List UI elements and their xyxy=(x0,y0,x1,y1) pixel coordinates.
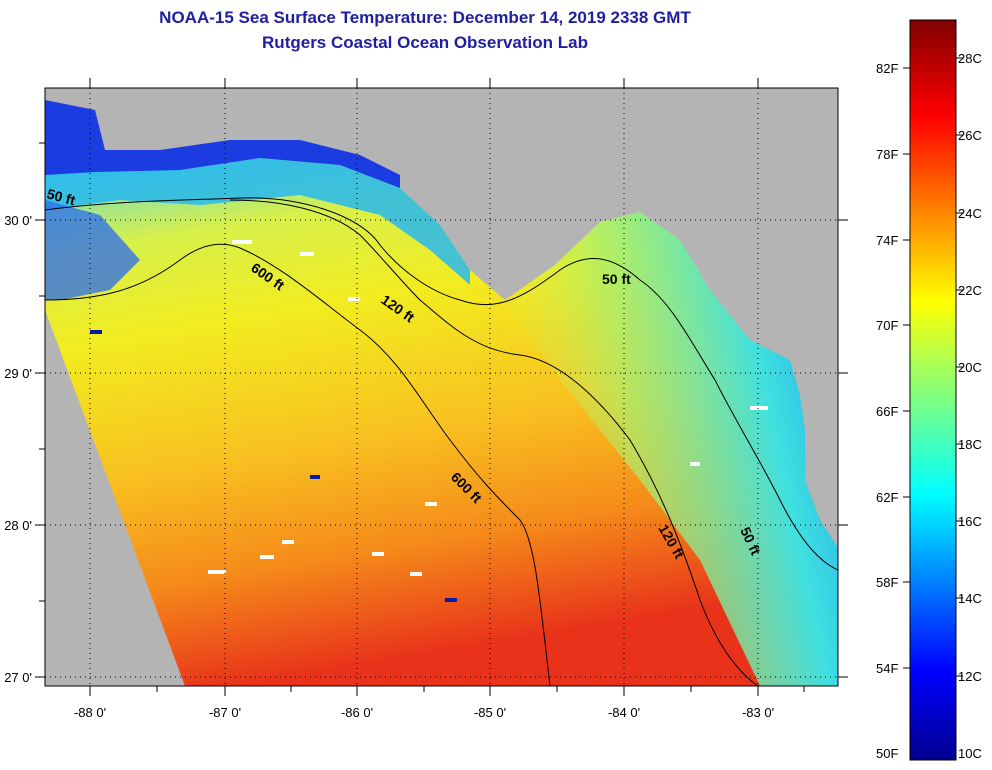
cold-pixel-patch xyxy=(310,475,320,479)
cloud-patch xyxy=(282,540,294,544)
colorbar-label-f: 70F xyxy=(876,318,899,333)
lon-tick-label: -88 0' xyxy=(74,705,106,720)
colorbar-label-f: 54F xyxy=(876,661,899,676)
map-frame xyxy=(44,87,839,687)
lon-tick-label: -83 0' xyxy=(742,705,774,720)
lon-tick-label: -87 0' xyxy=(209,705,241,720)
cloud-patch xyxy=(260,555,274,559)
colorbar-label-c: 24C xyxy=(958,206,982,221)
lat-tick-label: 27 0' xyxy=(4,670,32,685)
colorbar-label-f: 78F xyxy=(876,147,899,162)
map-title: NOAA-15 Sea Surface Temperature: Decembe… xyxy=(159,8,691,27)
colorbar-label-c: 20C xyxy=(958,360,982,375)
cloud-patch xyxy=(348,297,360,301)
axis-ticks xyxy=(35,78,848,696)
western-cold-patch xyxy=(45,200,140,300)
lon-tick-label: -84 0' xyxy=(608,705,640,720)
map-subtitle: Rutgers Coastal Ocean Observation Lab xyxy=(262,33,588,52)
cloud-patch xyxy=(232,240,252,244)
colorbar-label-f: 74F xyxy=(876,233,899,248)
colorbar-label-c: 14C xyxy=(958,591,982,606)
lat-tick-label: 29 0' xyxy=(4,366,32,381)
lon-tick-label: -86 0' xyxy=(341,705,373,720)
nearshore-cool-band xyxy=(505,212,838,686)
cloud-patch xyxy=(208,570,226,574)
cloud-patch xyxy=(372,552,384,556)
cloud-patch xyxy=(750,406,768,410)
colorbar-label-f: 50F xyxy=(876,746,899,761)
contour-label: 50 ft xyxy=(602,271,631,287)
cloud-patch xyxy=(690,462,700,466)
lon-tick-label: -85 0' xyxy=(474,705,506,720)
colorbar-label-c: 22C xyxy=(958,283,982,298)
colorbar-label-c: 10C xyxy=(958,746,982,761)
colorbar xyxy=(909,19,957,761)
cloud-patch xyxy=(410,572,422,576)
graticule xyxy=(45,88,838,686)
cloud-patch xyxy=(300,252,314,256)
colorbar-label-f: 58F xyxy=(876,575,899,590)
contour-label: 50 ft xyxy=(45,185,77,208)
cold-pixel-patch xyxy=(90,330,102,334)
bay-waters xyxy=(45,100,400,188)
colorbar-label-f: 66F xyxy=(876,404,899,419)
cloud-patch xyxy=(425,502,437,506)
colorbar-label-c: 18C xyxy=(958,437,982,452)
colorbar-label-c: 16C xyxy=(958,514,982,529)
bathymetry-contours xyxy=(45,197,838,686)
colorbar-ticks xyxy=(903,57,963,677)
colorbar-label-c: 12C xyxy=(958,669,982,684)
lat-tick-label: 28 0' xyxy=(4,518,32,533)
colorbar-label-f: 82F xyxy=(876,61,899,76)
lat-tick-label: 30 0' xyxy=(4,213,32,228)
colorbar-label-f: 62F xyxy=(876,490,899,505)
colorbar-label-c: 28C xyxy=(958,51,982,66)
colorbar-label-c: 26C xyxy=(958,128,982,143)
coastal-cold-strip xyxy=(45,155,470,285)
cold-pixel-patch xyxy=(445,598,457,602)
